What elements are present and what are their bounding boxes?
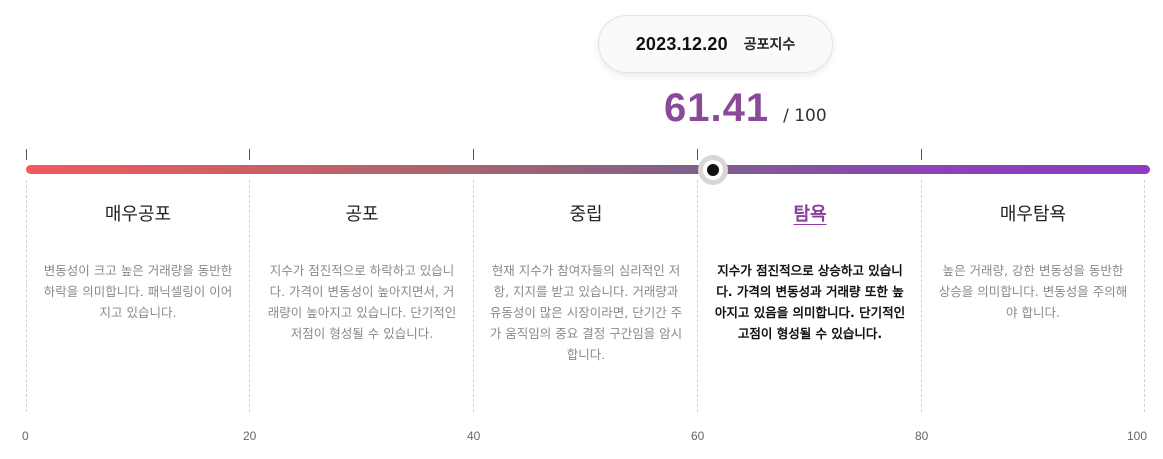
zone-description: 지수가 점진적으로 하락하고 있습니다. 가격이 변동성이 높아지면서, 거래량… xyxy=(267,263,457,341)
tick-mark xyxy=(697,149,698,160)
gauge-marker-dot xyxy=(706,164,719,176)
zone-title: 공포 xyxy=(345,204,379,225)
axis-label-20: 20 xyxy=(243,429,257,443)
zone-divider xyxy=(249,180,250,412)
zone-description-active: 지수가 점진적으로 상승하고 있습니다. 가격의 변동성과 거래량 또한 높아지… xyxy=(714,263,906,341)
zone-title-active[interactable]: 탐욕 xyxy=(793,204,827,225)
tooltip-date: 2023.12.20 xyxy=(635,33,728,54)
tick-mark xyxy=(473,149,474,160)
score-value: 61.41 xyxy=(664,86,770,130)
gauge-track xyxy=(26,165,1150,174)
zone-description: 변동성이 크고 높은 거래량을 동반한 하락을 의미합니다. 패닉셀링이 이어지… xyxy=(43,263,233,320)
score-display: 61.41 / 100 xyxy=(664,86,827,136)
zone-extreme-fear: 매우공포 변동성이 크고 높은 거래량을 동반한 하락을 의미합니다. 패닉셀링… xyxy=(26,200,250,323)
zone-divider xyxy=(26,180,27,412)
axis-label-60: 60 xyxy=(691,429,705,443)
tick-mark xyxy=(921,149,922,160)
zone-divider xyxy=(921,180,922,412)
zone-description: 높은 거래량, 강한 변동성을 동반한 상승을 의미합니다. 변동성을 주의해야… xyxy=(938,263,1128,320)
gauge-marker xyxy=(697,155,728,185)
axis-label-80: 80 xyxy=(915,429,929,443)
zone-neutral: 중립 현재 지수가 참여자들의 심리적인 저항, 지지를 받고 있습니다. 거래… xyxy=(474,200,698,365)
score-max: / 100 xyxy=(783,106,827,126)
axis-label-40: 40 xyxy=(467,429,481,443)
zone-title: 매우탐욕 xyxy=(999,204,1067,225)
tick-mark xyxy=(249,149,250,160)
axis-label-0: 0 xyxy=(22,429,29,443)
zone-description: 현재 지수가 참여자들의 심리적인 저항, 지지를 받고 있습니다. 거래량과 … xyxy=(489,263,683,362)
axis-label-100: 100 xyxy=(1127,429,1148,443)
zone-greed: 탐욕 지수가 점진적으로 상승하고 있습니다. 가격의 변동성과 거래량 또한 … xyxy=(698,200,922,344)
zone-fear: 공포 지수가 점진적으로 하락하고 있습니다. 가격이 변동성이 높아지면서, … xyxy=(250,200,474,344)
date-tooltip: 2023.12.20 공포지수 xyxy=(598,15,833,73)
zone-extreme-greed: 매우탐욕 높은 거래량, 강한 변동성을 동반한 상승을 의미합니다. 변동성을… xyxy=(921,200,1145,323)
tick-mark xyxy=(26,149,27,160)
zone-divider xyxy=(473,180,474,412)
tooltip-label: 공포지수 xyxy=(743,37,796,53)
zone-title: 중립 xyxy=(569,204,603,225)
zone-divider xyxy=(697,180,698,412)
zone-title: 매우공포 xyxy=(104,204,172,225)
zone-divider xyxy=(1144,180,1145,412)
